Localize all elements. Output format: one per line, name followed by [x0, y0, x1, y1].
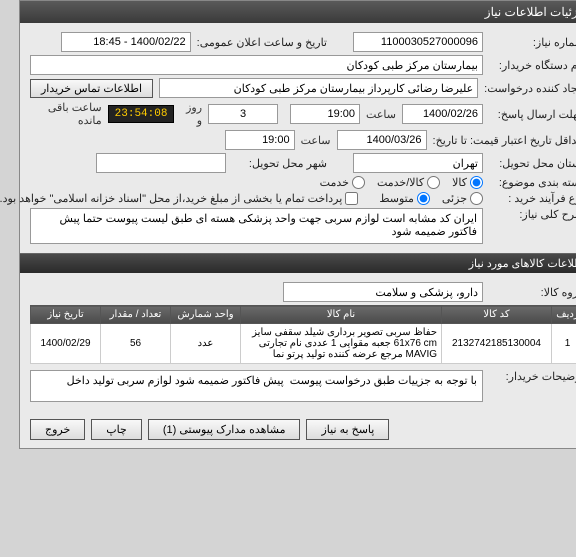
header-section: شماره نیاز: تاریخ و ساعت اعلان عمومی: نا…: [1, 23, 575, 253]
group-label: گروه کالا:: [470, 286, 565, 299]
countdown-timer: 23:54:08: [89, 105, 156, 123]
goods-table: ردیف کد کالا نام کالا واحد شمارش تعداد /…: [11, 305, 565, 364]
td-qty: 56: [82, 324, 152, 364]
group-field: [264, 282, 464, 302]
td-date: 1400/02/29: [12, 324, 82, 364]
contact-buyer-button[interactable]: اطلاعات تماس خریدار: [11, 79, 134, 98]
delivery-city-label: شهر محل تحویل:: [213, 157, 308, 170]
td-unit: عدد: [152, 324, 222, 364]
buyer-field: [11, 55, 464, 75]
td-row: 1: [533, 324, 565, 364]
deadline-send-label: مهلت ارسال پاسخ:: [470, 108, 565, 121]
desc-textarea: [11, 208, 464, 244]
time-label-2: ساعت: [282, 134, 312, 147]
th-name: نام کالا: [222, 306, 423, 324]
th-row: ردیف: [533, 306, 565, 324]
need-no-field: [334, 32, 464, 52]
td-name: حفاظ سربی تصویر برداری شیلد سقفی سایز 61…: [222, 324, 423, 364]
buyer-notes-label: توضیحات خریدار:: [470, 370, 565, 383]
th-qty: تعداد / مقدار: [82, 306, 152, 324]
pt-medium-radio[interactable]: [398, 192, 411, 205]
pt-medium-label: متوسط: [360, 192, 395, 205]
pkg-goods-radio[interactable]: [451, 176, 464, 189]
pt-small-radio[interactable]: [451, 192, 464, 205]
buyer-label: نام دستگاه خریدار:: [470, 59, 565, 72]
need-no-label: شماره نیاز:: [470, 36, 565, 49]
pt-small-label: جزئی: [423, 192, 448, 205]
purchase-type-group: جزئی متوسط: [360, 192, 464, 205]
delivery-state-label: استان محل تحویل:: [470, 157, 565, 170]
treasury-checkbox[interactable]: [326, 192, 339, 205]
pkg-service-radio[interactable]: [333, 176, 346, 189]
view-docs-button[interactable]: مشاهده مدارک پیوستی (1): [129, 419, 282, 440]
creator-field: [140, 78, 459, 98]
days-remaining-field: [189, 104, 259, 124]
purchase-type-label: نوع فرآیند خرید :: [470, 192, 565, 205]
time-label-1: ساعت: [347, 108, 377, 121]
deadline-time-field: [271, 104, 341, 124]
pkg-service-label: خدمت: [301, 176, 330, 189]
treasury-label: پرداخت تمام یا بخشی از مبلغ خرید،از محل …: [0, 192, 323, 205]
pkg-radio-group: کالا کالا/خدمت خدمت: [301, 176, 464, 189]
th-unit: واحد شمارش: [152, 306, 222, 324]
creator-label: ایجاد کننده درخواست:: [465, 82, 565, 95]
goods-section-header: اطلاعات کالاهای مورد نیاز: [1, 253, 575, 273]
window-title: جزئیات اطلاعات نیاز: [466, 5, 567, 19]
goods-section: گروه کالا: ردیف کد کالا نام کالا واحد شم…: [1, 273, 575, 411]
valid-until-time-field: [206, 130, 276, 150]
table-row[interactable]: 1 2132742185130004 حفاظ سربی تصویر بردار…: [12, 324, 565, 364]
pkg-goods-service-radio[interactable]: [408, 176, 421, 189]
pkg-goods-service-label: کالا/خدمت: [358, 176, 405, 189]
delivery-state-field: [334, 153, 464, 173]
th-date: تاریخ نیاز: [12, 306, 82, 324]
announce-field: [42, 32, 172, 52]
reply-button[interactable]: پاسخ به نیاز: [287, 419, 370, 440]
button-bar: پاسخ به نیاز مشاهده مدارک پیوستی (1) چاپ…: [1, 411, 575, 448]
print-button[interactable]: چاپ: [72, 419, 123, 440]
announce-label: تاریخ و ساعت اعلان عمومی:: [178, 36, 308, 49]
hours-remain-label: ساعت باقی مانده: [11, 101, 83, 127]
exit-button[interactable]: خروج: [11, 419, 66, 440]
pkg-goods-label: کالا: [433, 176, 448, 189]
td-code: 2132742185130004: [423, 324, 533, 364]
pkg-label: بسته بندی موضوع:: [470, 176, 565, 189]
valid-until-label: حداقل تاریخ اعتبار قیمت: تا تاریخ:: [414, 134, 565, 147]
valid-until-date-field: [318, 130, 408, 150]
window-titlebar: جزئیات اطلاعات نیاز: [1, 1, 575, 23]
th-code: کد کالا: [423, 306, 533, 324]
need-details-window: جزئیات اطلاعات نیاز شماره نیاز: تاریخ و …: [0, 0, 576, 449]
delivery-city-field: [77, 153, 207, 173]
deadline-date-field: [383, 104, 464, 124]
days-label: روز و: [161, 101, 183, 127]
buyer-notes-textarea: [11, 370, 464, 402]
desc-label: شرح کلی نیاز:: [470, 208, 565, 221]
